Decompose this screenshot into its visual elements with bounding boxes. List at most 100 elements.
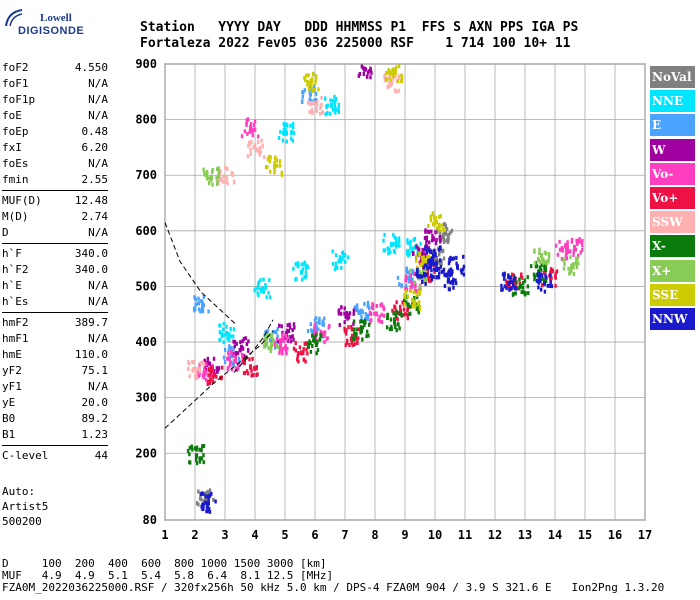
data-point — [435, 260, 438, 265]
data-point — [439, 230, 442, 235]
data-point — [397, 75, 401, 80]
data-point — [281, 337, 284, 342]
data-point — [556, 252, 560, 257]
data-point — [511, 283, 515, 288]
data-point — [360, 308, 363, 314]
data-point — [234, 358, 237, 364]
param-name: foEp — [2, 125, 29, 138]
data-point — [290, 136, 293, 141]
param-row: h`E N/A — [2, 278, 108, 294]
data-point — [411, 268, 415, 273]
param-value: 110.0 — [74, 348, 108, 361]
data-point — [437, 226, 441, 231]
data-point — [394, 89, 398, 94]
data-point — [389, 317, 393, 322]
data-point — [352, 308, 356, 313]
data-point — [202, 506, 205, 511]
y-tick-label: 300 — [135, 391, 157, 405]
data-point — [233, 339, 237, 344]
data-point — [310, 87, 313, 92]
data-point — [252, 145, 255, 150]
data-point — [245, 369, 249, 374]
param-value: N/A — [88, 295, 108, 308]
data-point — [268, 155, 272, 160]
data-point — [437, 214, 441, 219]
data-point — [392, 317, 396, 322]
data-point — [418, 260, 421, 265]
data-point — [310, 85, 313, 90]
digisonde-logo: Lowell DIGISONDE — [4, 8, 84, 48]
data-point — [547, 251, 551, 256]
data-point — [227, 347, 231, 352]
param-value: 2.74 — [81, 210, 109, 223]
data-point — [207, 181, 211, 186]
data-point — [417, 304, 420, 309]
data-point — [400, 75, 404, 80]
param-name: hmF2 — [2, 316, 29, 329]
data-point — [391, 308, 394, 313]
y-tick-label: 200 — [135, 446, 157, 460]
data-point — [312, 338, 315, 343]
data-point — [385, 70, 388, 75]
data-point — [312, 98, 316, 103]
data-point — [200, 456, 204, 461]
data-point — [206, 356, 210, 361]
data-point — [310, 328, 313, 333]
data-point — [425, 275, 428, 280]
param-name: hmE — [2, 348, 22, 361]
data-point — [207, 309, 210, 314]
data-point — [353, 342, 356, 347]
data-point — [442, 269, 445, 274]
data-point — [565, 251, 568, 256]
data-point — [365, 74, 369, 79]
data-point — [345, 341, 349, 346]
data-point — [334, 261, 338, 266]
upper-dashed-curve — [164, 222, 238, 326]
data-point — [233, 344, 237, 349]
data-point — [426, 269, 429, 275]
data-point — [447, 261, 451, 266]
data-point — [438, 234, 442, 239]
data-point — [449, 270, 452, 275]
data-point — [291, 125, 295, 130]
data-point — [204, 494, 207, 499]
data-point — [264, 284, 267, 289]
data-point — [462, 254, 465, 259]
data-point — [448, 268, 451, 273]
data-point — [306, 351, 309, 356]
data-point — [420, 255, 424, 260]
data-point — [351, 343, 354, 348]
data-point — [395, 328, 398, 333]
data-point — [330, 102, 333, 108]
data-point — [363, 66, 366, 72]
data-point — [258, 145, 262, 150]
data-point — [217, 174, 221, 179]
data-point — [280, 171, 283, 176]
data-point — [195, 367, 198, 373]
data-point — [259, 150, 263, 155]
data-point — [382, 306, 386, 311]
data-point — [301, 267, 305, 272]
data-point — [351, 333, 354, 339]
data-point — [538, 275, 542, 280]
data-point — [449, 231, 452, 236]
data-point — [461, 267, 465, 272]
legend-item-e: E — [650, 114, 695, 137]
data-point — [273, 341, 277, 346]
data-point — [210, 367, 213, 372]
data-point — [255, 365, 259, 370]
data-point — [346, 338, 349, 343]
data-point — [226, 356, 229, 361]
data-point — [294, 348, 298, 353]
data-point — [311, 89, 314, 94]
data-point — [409, 273, 412, 278]
data-point — [452, 277, 455, 282]
data-point — [539, 287, 543, 292]
param-value: 6.20 — [81, 141, 109, 154]
data-point — [421, 247, 424, 252]
data-point — [418, 289, 421, 294]
data-point — [223, 347, 227, 352]
data-point — [373, 311, 376, 316]
data-point — [415, 268, 419, 273]
data-point — [284, 344, 287, 349]
